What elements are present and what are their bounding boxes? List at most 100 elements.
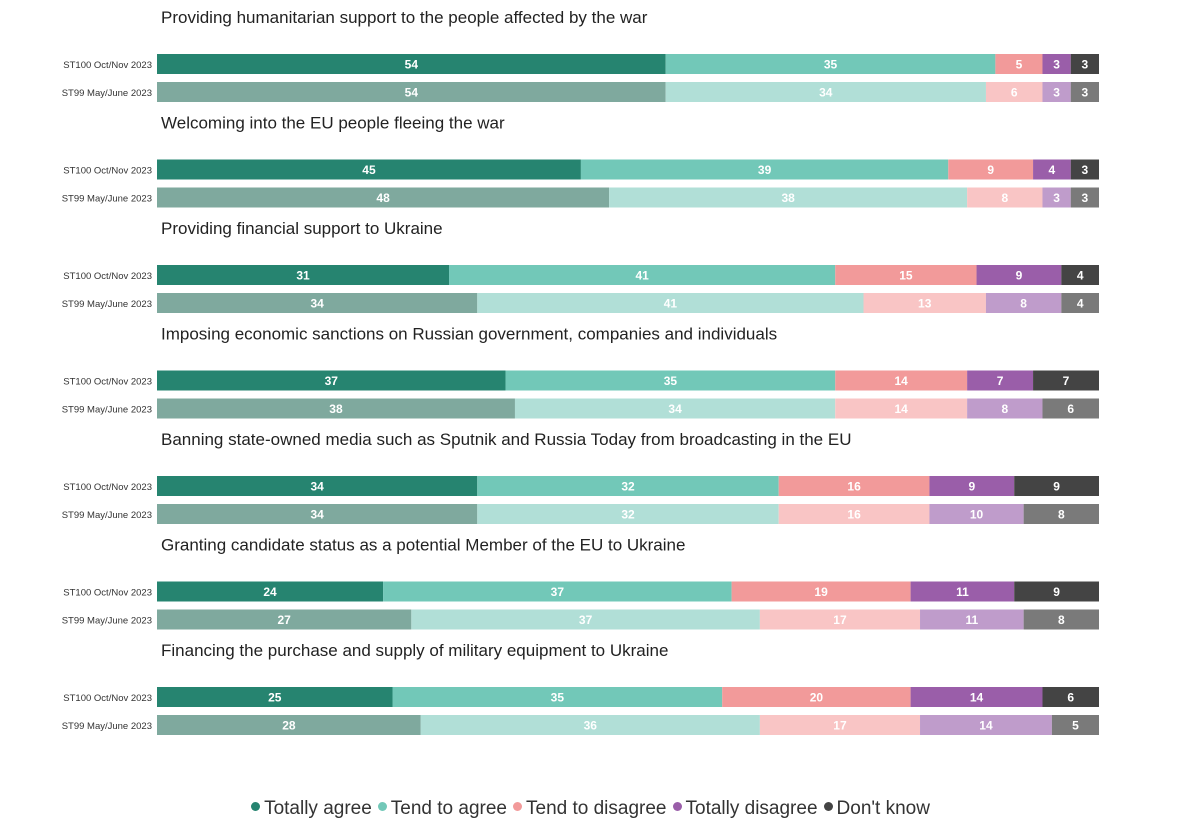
legend-label: Tend to disagree [526,798,667,819]
bar-segment-tend-to-disagree [835,370,968,391]
data-label: 14 [895,402,909,416]
wave-label: ST99 May/June 2023 [62,616,152,627]
bar-segment-totally-disagree [910,687,1043,707]
bar-segment-totally-agree [157,715,421,735]
bar-segment-totally-disagree [929,476,1015,496]
data-label: 35 [551,691,565,705]
bar-segment-totally-disagree [1042,54,1071,74]
data-label: 38 [329,402,343,416]
data-label: 34 [310,480,324,494]
bar-segment-totally-disagree [1042,82,1071,102]
data-label: 8 [1058,508,1065,522]
data-label: 17 [833,613,847,627]
bar-segment-tend-to-disagree [995,54,1043,74]
bar-segment-dont-know [1033,370,1099,391]
bar-segment-tend-to-agree [665,82,986,102]
data-label: 34 [668,402,682,416]
bar-segment-tend-to-disagree [985,82,1043,102]
item-title: Granting candidate status as a potential… [161,536,685,555]
bar-segment-totally-agree [157,293,478,313]
bar-segment-tend-to-disagree [778,476,930,496]
bar-segment-dont-know [1070,159,1099,180]
bar-segment-totally-disagree [929,504,1024,524]
legend-item-totally-disagree: Totally disagree [672,798,818,820]
bar-segment-dont-know [1061,265,1099,285]
bar-segment-tend-to-agree [609,187,968,208]
bar-segment-tend-to-agree [505,370,836,391]
data-label: 37 [551,585,565,599]
data-label: 17 [833,719,847,733]
wave-label: ST99 May/June 2023 [62,510,152,521]
wave-label: ST100 Oct/Nov 2023 [63,60,152,71]
item-title: Banning state-owned media such as Sputni… [161,430,851,449]
bar-segment-tend-to-disagree [948,159,1034,180]
bar-segment-totally-disagree [967,398,1043,419]
data-label: 37 [579,613,593,627]
data-label: 39 [758,163,772,177]
data-label: 34 [310,297,324,311]
bar-segment-tend-to-agree [477,504,779,524]
bar-segment-tend-to-agree [514,398,836,419]
data-label: 7 [1063,374,1070,388]
data-label: 35 [824,58,838,72]
bar-segment-dont-know [1070,54,1099,74]
wave-label: ST100 Oct/Nov 2023 [63,693,152,704]
bar-segment-dont-know [1070,187,1099,208]
data-label: 15 [899,269,913,283]
bar-segment-totally-agree [157,398,515,419]
bar-segment-totally-agree [157,504,478,524]
data-label: 41 [664,297,678,311]
bar-segment-dont-know [1023,504,1099,524]
wave-label: ST99 May/June 2023 [62,88,152,99]
bar-segment-tend-to-disagree [778,504,930,524]
data-label: 8 [1001,191,1008,205]
bar-segment-totally-agree [157,187,610,208]
bar-segment-tend-to-agree [411,609,760,630]
bar-segment-totally-disagree [1042,187,1071,208]
bar-segment-dont-know [1061,293,1099,313]
data-label: 34 [310,508,324,522]
data-label: 16 [847,508,861,522]
data-label: 27 [277,613,291,627]
legend-label: Tend to agree [390,798,507,819]
data-label: 6 [1067,691,1074,705]
data-label: 37 [325,374,339,388]
bar-segment-tend-to-agree [392,687,723,707]
data-label: 6 [1067,402,1074,416]
bar-segment-totally-agree [157,370,506,391]
data-label: 16 [847,480,861,494]
data-label: 3 [1082,86,1089,100]
legend-item-tend-to-agree: Tend to agree [377,798,507,820]
bar-segment-tend-to-agree [420,715,760,735]
data-label: 4 [1049,163,1056,177]
data-label: 14 [895,374,909,388]
bar-segment-totally-agree [157,82,666,102]
data-label: 5 [1072,719,1079,733]
data-label: 11 [956,585,969,599]
bar-segment-totally-disagree [920,715,1052,735]
bar-segment-dont-know [1042,687,1099,707]
bar-segment-tend-to-disagree [759,715,921,735]
bar-segment-tend-to-agree [477,293,864,313]
data-label: 35 [664,374,678,388]
legend-label: Don't know [836,798,930,819]
item-title: Providing financial support to Ukraine [161,219,443,238]
bar-segment-dont-know [1023,609,1099,630]
legend-item-dont-know: Don't know [823,798,930,820]
data-label: 20 [810,691,824,705]
wave-label: ST100 Oct/Nov 2023 [63,588,152,599]
data-label: 14 [979,719,993,733]
bar-segment-tend-to-disagree [835,265,977,285]
data-label: 54 [405,58,419,72]
bar-segment-totally-agree [157,581,384,602]
bar-segment-tend-to-disagree [722,687,911,707]
data-label: 41 [635,269,649,283]
item-title: Imposing economic sanctions on Russian g… [161,325,777,344]
bar-segment-tend-to-disagree [759,609,921,630]
bar-segment-totally-disagree [976,265,1062,285]
item-title: Providing humanitarian support to the pe… [161,8,648,27]
bar-segment-totally-agree [157,476,478,496]
wave-label: ST99 May/June 2023 [62,194,152,205]
item-title: Welcoming into the EU people fleeing the… [161,114,505,133]
data-label: 3 [1082,163,1089,177]
